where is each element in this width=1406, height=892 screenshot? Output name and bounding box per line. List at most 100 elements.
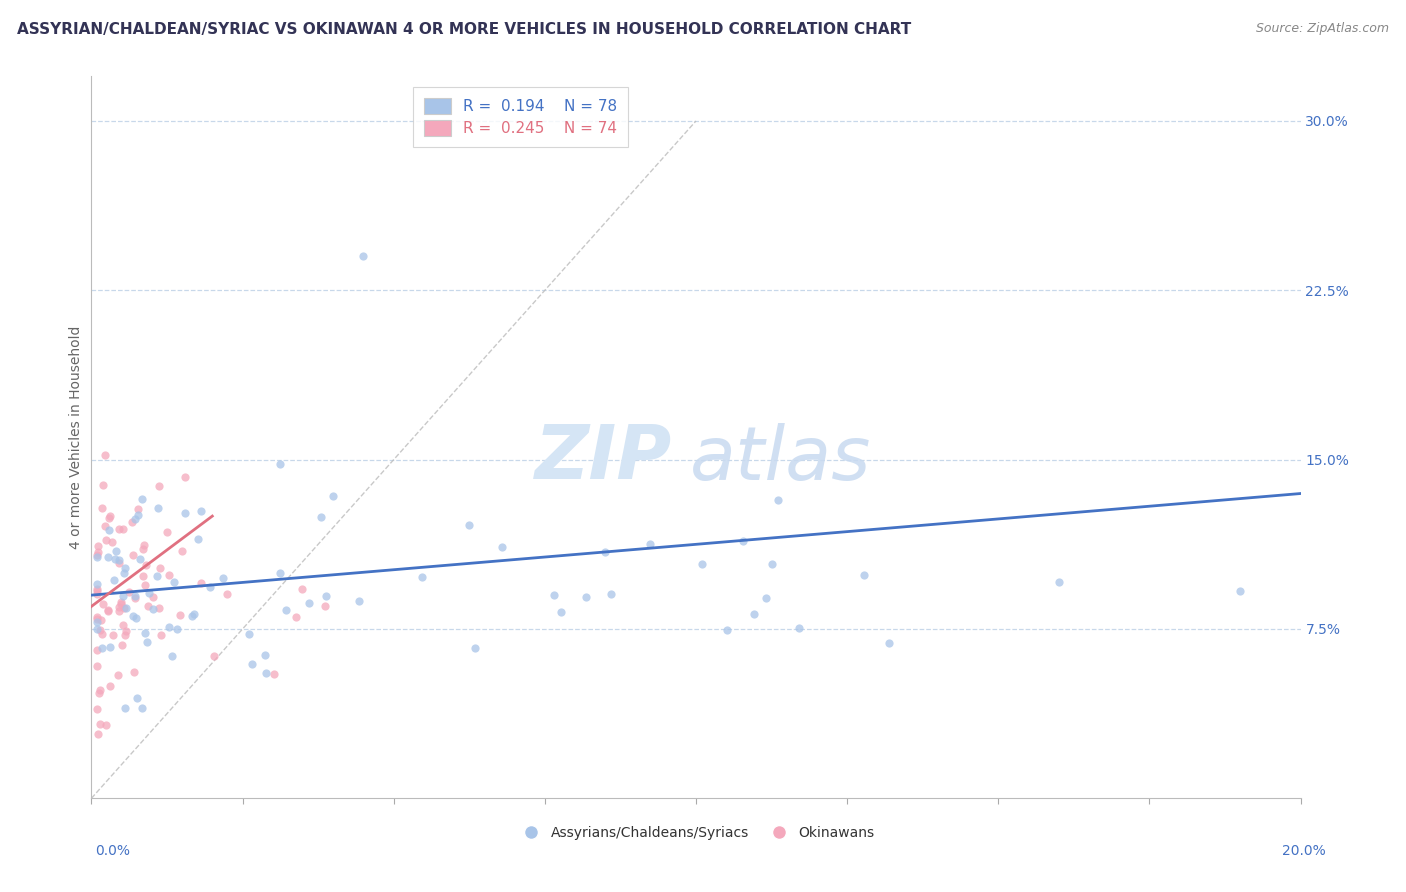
Point <box>190 503 212 517</box>
Point <box>212 571 235 585</box>
Point <box>347 593 370 607</box>
Point <box>121 548 143 562</box>
Point <box>742 607 765 621</box>
Point <box>761 557 783 571</box>
Point <box>254 648 277 662</box>
Point <box>298 596 321 610</box>
Point <box>190 576 212 591</box>
Point <box>309 510 332 524</box>
Point <box>89 716 111 731</box>
Point <box>86 576 108 591</box>
Point <box>112 618 135 632</box>
Point <box>593 545 616 559</box>
Point <box>157 567 180 582</box>
Point <box>91 597 114 611</box>
Point <box>86 702 108 716</box>
Point <box>114 561 136 575</box>
Point <box>114 701 136 715</box>
Point <box>86 548 108 562</box>
Point <box>124 512 146 526</box>
Point <box>136 599 159 614</box>
Point <box>86 609 108 624</box>
Point <box>411 570 433 584</box>
Point <box>146 569 169 583</box>
Point <box>110 595 132 609</box>
Point <box>121 515 143 529</box>
Point <box>107 667 129 681</box>
Point <box>156 524 179 539</box>
Legend: Assyrians/Chaldeans/Syriacs, Okinawans: Assyrians/Chaldeans/Syriacs, Okinawans <box>512 821 880 846</box>
Point <box>86 612 108 626</box>
Point <box>174 470 197 484</box>
Point <box>136 635 159 649</box>
Point <box>1229 583 1251 598</box>
Point <box>240 657 263 672</box>
Point <box>269 457 291 471</box>
Point <box>238 627 260 641</box>
Point <box>263 666 285 681</box>
Point <box>122 608 145 623</box>
Point <box>187 532 209 546</box>
Point <box>98 679 121 693</box>
Point <box>550 605 572 619</box>
Point <box>149 561 172 575</box>
Point <box>90 500 112 515</box>
Text: atlas: atlas <box>690 423 872 495</box>
Point <box>575 590 598 604</box>
Point <box>97 604 120 618</box>
Point <box>274 603 297 617</box>
Point <box>87 545 110 559</box>
Point <box>458 517 481 532</box>
Point <box>543 588 565 602</box>
Point <box>94 533 117 548</box>
Text: ZIP: ZIP <box>534 422 672 495</box>
Point <box>163 575 186 590</box>
Point <box>94 519 117 533</box>
Point <box>181 609 204 624</box>
Point <box>97 549 120 564</box>
Point <box>86 587 108 601</box>
Point <box>716 624 738 638</box>
Point <box>202 649 225 664</box>
Point <box>169 608 191 623</box>
Text: 0.0%: 0.0% <box>96 844 131 857</box>
Point <box>138 586 160 600</box>
Point <box>852 568 875 582</box>
Point <box>690 558 713 572</box>
Point <box>90 640 112 655</box>
Point <box>600 587 623 601</box>
Point <box>166 623 188 637</box>
Point <box>198 580 221 594</box>
Point <box>111 522 134 536</box>
Point <box>98 510 121 524</box>
Point <box>134 626 156 640</box>
Point <box>115 600 138 615</box>
Point <box>114 566 136 580</box>
Point <box>124 591 146 606</box>
Point <box>215 586 238 600</box>
Point <box>183 607 205 621</box>
Point <box>755 591 778 605</box>
Point <box>86 584 108 599</box>
Point <box>124 589 146 603</box>
Point <box>118 585 141 599</box>
Point <box>173 506 195 520</box>
Point <box>93 448 115 462</box>
Point <box>107 599 129 614</box>
Point <box>86 549 108 564</box>
Point <box>86 658 108 673</box>
Point <box>89 686 111 700</box>
Text: 20.0%: 20.0% <box>1282 844 1326 857</box>
Point <box>107 522 129 536</box>
Text: Source: ZipAtlas.com: Source: ZipAtlas.com <box>1256 22 1389 36</box>
Point <box>254 666 277 681</box>
Point <box>105 543 128 558</box>
Point <box>315 589 337 603</box>
Point <box>90 627 112 641</box>
Point <box>766 492 789 507</box>
Point <box>100 640 122 654</box>
Point <box>157 620 180 634</box>
Point <box>115 624 138 638</box>
Point <box>877 636 900 650</box>
Point <box>90 613 112 627</box>
